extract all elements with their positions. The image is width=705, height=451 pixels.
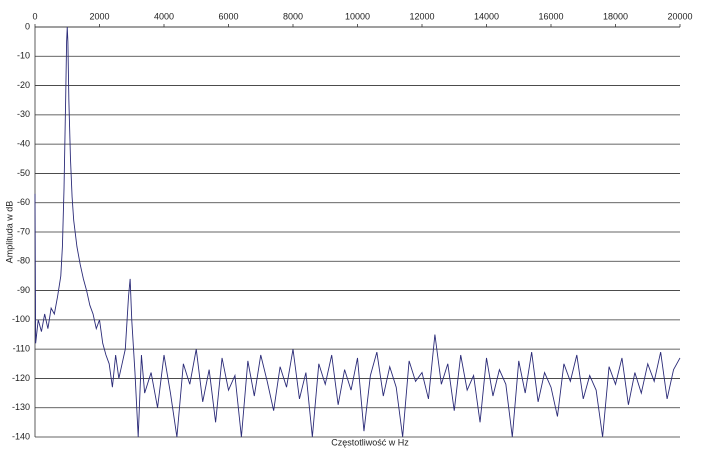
y-tick-label: -60 (17, 197, 30, 207)
y-tick-label: -80 (17, 256, 30, 266)
x-tick-label: 0 (32, 11, 37, 21)
y-tick-label: -10 (17, 51, 30, 61)
y-tick-label: 0 (25, 21, 30, 31)
y-tick-label: -140 (12, 431, 30, 441)
x-tick-label: 8000 (283, 11, 303, 21)
x-tick-label: 4000 (154, 11, 174, 21)
x-tick-label: 18000 (603, 11, 628, 21)
y-tick-label: -20 (17, 80, 30, 90)
y-tick-label: -100 (12, 314, 30, 324)
x-tick-label: 2000 (89, 11, 109, 21)
x-tick-label: 12000 (409, 11, 434, 21)
y-tick-label: -30 (17, 109, 30, 119)
y-tick-label: -50 (17, 168, 30, 178)
y-tick-label: -130 (12, 402, 30, 412)
x-tick-label: 14000 (474, 11, 499, 21)
x-axis-label: Częstotliwość w Hz (331, 437, 409, 447)
y-axis-label: Amplituda w dB (4, 201, 14, 264)
y-tick-label: -110 (13, 344, 30, 354)
x-tick-label: 16000 (538, 11, 563, 21)
y-tick-label: -40 (17, 139, 30, 149)
x-tick-label: 6000 (218, 11, 238, 21)
y-tick-label: -120 (12, 373, 30, 383)
y-tick-label: -70 (17, 226, 30, 236)
spectrum-line (34, 26, 681, 438)
y-tick-label: -90 (17, 285, 30, 295)
x-tick-label: 10000 (345, 11, 370, 21)
x-tick-label: 20000 (667, 11, 692, 21)
